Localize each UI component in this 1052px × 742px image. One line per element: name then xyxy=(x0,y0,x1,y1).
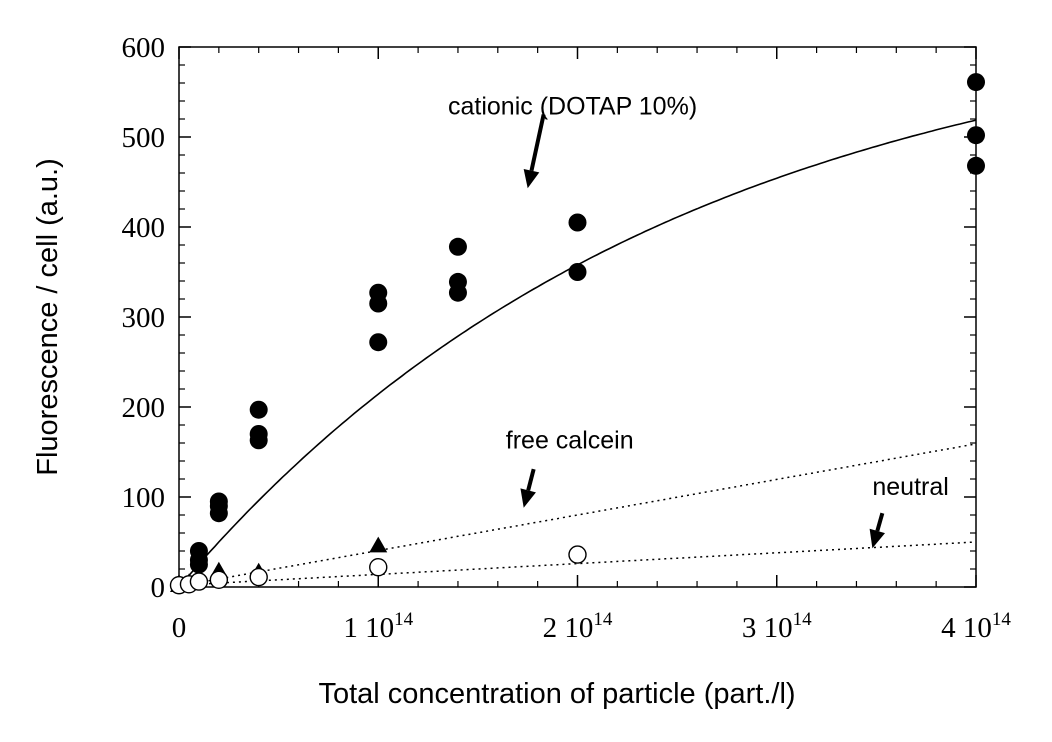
x-tick-label: 3 1014 xyxy=(742,609,812,644)
arrow-neutral xyxy=(875,512,885,532)
point-cationic xyxy=(568,213,587,232)
arrow-cationic xyxy=(529,114,546,172)
ticks: 0 100 200 300 400 500 600 0 1 1014 2 1014 3 1014 4 … xyxy=(122,32,1012,644)
point-cationic xyxy=(189,555,208,574)
point-neutral xyxy=(369,558,388,577)
y-tick-label: 0 xyxy=(151,572,166,604)
y-tick-label: 300 xyxy=(122,302,166,334)
fit-curve-open-circle xyxy=(178,541,977,586)
arrowhead-calcein xyxy=(520,488,536,508)
point-free-calcein xyxy=(369,536,388,553)
point-cationic xyxy=(967,126,985,145)
fit-curve-filled-triangle xyxy=(178,443,977,587)
annotation-cationic: cationic (DOTAP 10%) xyxy=(448,93,697,121)
x-axis-label: Total concentration of particle (part./l… xyxy=(318,678,795,710)
point-neutral xyxy=(209,570,229,589)
point-cationic xyxy=(967,156,985,175)
point-neutral xyxy=(249,567,268,587)
point-cationic xyxy=(249,400,268,419)
annotation-calcein: free calcein xyxy=(506,426,634,454)
point-cationic xyxy=(249,431,268,450)
arrowhead-neutral xyxy=(869,528,886,549)
annotations: cationic (DOTAP 10%) free calcein neutral xyxy=(448,93,949,549)
x-tick-label: 1 1014 xyxy=(343,609,413,644)
point-cationic xyxy=(369,294,388,313)
y-tick-label: 600 xyxy=(122,32,166,64)
point-neutral xyxy=(189,572,209,591)
annotation-neutral: neutral xyxy=(872,473,948,501)
point-cationic xyxy=(967,73,985,92)
fit-curves xyxy=(178,119,977,588)
point-cationic xyxy=(209,504,228,523)
x-tick-label: 4 1014 xyxy=(941,609,1011,644)
point-cationic xyxy=(568,263,587,281)
y-tick-label: 200 xyxy=(122,392,166,424)
y-axis-label: Fluorescence / cell (a.u.) xyxy=(32,158,64,476)
fit-curve-filled-circle xyxy=(178,119,977,588)
point-cationic xyxy=(369,333,388,352)
y-tick-label: 100 xyxy=(122,482,166,514)
y-tick-label: 500 xyxy=(122,122,166,154)
y-tick-label: 400 xyxy=(122,212,166,244)
data-points xyxy=(169,73,985,595)
point-cationic xyxy=(448,237,467,256)
x-tick-label: 0 xyxy=(172,612,187,644)
x-tick-label: 2 1014 xyxy=(543,609,613,644)
point-neutral xyxy=(568,545,587,564)
point-cationic xyxy=(448,283,467,302)
arrowhead-cationic xyxy=(523,169,540,189)
arrow-calcein xyxy=(526,468,536,491)
plot-frame xyxy=(178,46,977,588)
